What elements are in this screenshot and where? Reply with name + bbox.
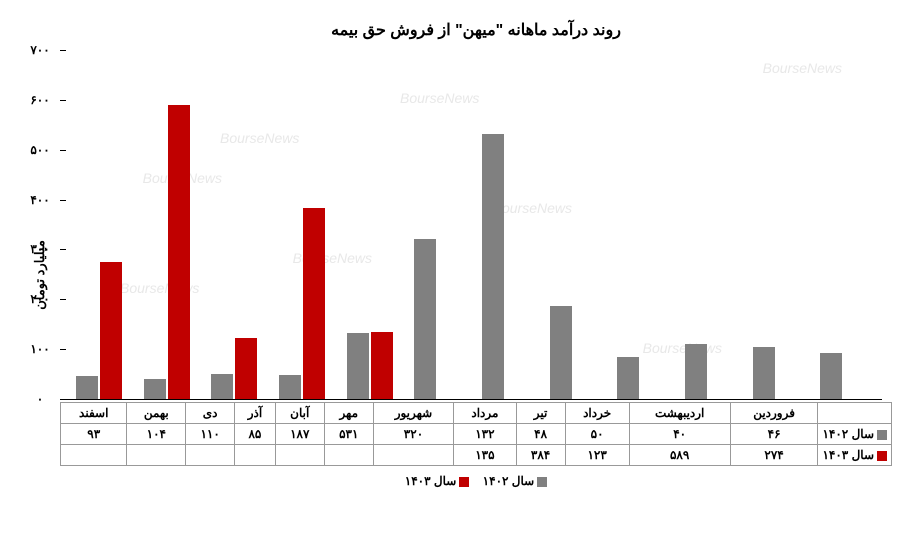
bar [168, 105, 190, 399]
bar [820, 353, 842, 399]
bars-area [60, 50, 882, 399]
table-cell: ۱۸۷ [275, 424, 324, 445]
bar-group [268, 50, 336, 399]
bar [617, 357, 639, 399]
table-header-cell: بهمن [127, 403, 186, 424]
table-cell [61, 445, 127, 466]
legend-swatch-1403 [459, 477, 469, 487]
chart-container: BourseNews BourseNews BourseNews BourseN… [0, 0, 922, 550]
table-cell [373, 445, 453, 466]
chart-title: روند درآمد ماهانه "میهن" از فروش حق بیمه [60, 20, 892, 40]
bar-group [133, 50, 201, 399]
table-cell: ۲۷۴ [730, 445, 818, 466]
table-row: سال ۱۴۰۳۲۷۴۵۸۹۱۲۳۳۸۴۱۳۵ [61, 445, 892, 466]
bar [144, 379, 166, 399]
table-cell [235, 445, 276, 466]
table-header-cell: دی [186, 403, 235, 424]
table-cell [186, 445, 235, 466]
table-cell: ۹۳ [61, 424, 127, 445]
y-axis: ۰۱۰۰۲۰۰۳۰۰۴۰۰۵۰۰۶۰۰۷۰۰ [20, 50, 60, 399]
bar-group [539, 50, 607, 399]
table-cell: ۵۳۱ [324, 424, 373, 445]
legend-swatch-1402 [877, 430, 887, 440]
bar-group [65, 50, 133, 399]
bar-group [200, 50, 268, 399]
legend-item-1402: سال ۱۴۰۲ [483, 474, 548, 488]
legend: سال ۱۴۰۲ سال ۱۴۰۳ [60, 474, 892, 488]
table-cell: ۵۸۹ [629, 445, 730, 466]
table-cell: ۱۲۳ [565, 445, 629, 466]
table-cell: ۴۸ [516, 424, 565, 445]
legend-label-1403: سال ۱۴۰۳ [405, 474, 457, 488]
y-tick: ۳۰۰ [20, 242, 60, 256]
table-cell: ۳۲۰ [373, 424, 453, 445]
table-row: سال ۱۴۰۲۴۶۴۰۵۰۴۸۱۳۲۳۲۰۵۳۱۱۸۷۸۵۱۱۰۱۰۴۹۳ [61, 424, 892, 445]
bar [685, 344, 707, 399]
bar [482, 134, 504, 399]
table-cell: ۱۱۰ [186, 424, 235, 445]
table-corner-cell [818, 403, 892, 424]
bar-group [403, 50, 471, 399]
table-cell: ۳۸۴ [516, 445, 565, 466]
table-row-label: سال ۱۴۰۳ [818, 445, 892, 466]
bar-group [606, 50, 674, 399]
bar-group [742, 50, 810, 399]
bar [235, 338, 257, 399]
table-header-cell: اردیبهشت [629, 403, 730, 424]
bar [753, 347, 775, 399]
bar [76, 376, 98, 399]
y-tick: ۲۰۰ [20, 292, 60, 306]
bar [347, 333, 369, 399]
table-header-cell: آذر [235, 403, 276, 424]
legend-swatch-1403 [877, 451, 887, 461]
table-row-label: سال ۱۴۰۲ [818, 424, 892, 445]
table-cell [127, 445, 186, 466]
table-header-cell: آبان [275, 403, 324, 424]
table-header-row: فروردیناردیبهشتخردادتیرمردادشهریورمهرآبا… [61, 403, 892, 424]
y-tick: ۵۰۰ [20, 143, 60, 157]
bar [303, 208, 325, 399]
bar [211, 374, 233, 399]
table-body: سال ۱۴۰۲۴۶۴۰۵۰۴۸۱۳۲۳۲۰۵۳۱۱۸۷۸۵۱۱۰۱۰۴۹۳سا… [61, 424, 892, 466]
bar [100, 262, 122, 399]
bar [371, 332, 393, 399]
table-cell: ۵۰ [565, 424, 629, 445]
legend-swatch-1402 [537, 477, 547, 487]
plot-area: ۰۱۰۰۲۰۰۳۰۰۴۰۰۵۰۰۶۰۰۷۰۰ [60, 50, 882, 400]
y-tick: ۶۰۰ [20, 93, 60, 107]
table-header-cell: فروردین [730, 403, 818, 424]
table-cell: ۱۰۴ [127, 424, 186, 445]
table-header-cell: تیر [516, 403, 565, 424]
bar [550, 306, 572, 399]
bar [279, 375, 301, 399]
table-header-cell: مهر [324, 403, 373, 424]
table-cell: ۴۶ [730, 424, 818, 445]
table-header-cell: اسفند [61, 403, 127, 424]
bar [414, 239, 436, 399]
table-header-cell: خرداد [565, 403, 629, 424]
table-header-cell: مرداد [454, 403, 516, 424]
table-cell [324, 445, 373, 466]
table-cell [275, 445, 324, 466]
y-tick: ۱۰۰ [20, 342, 60, 356]
table-cell: ۱۳۲ [454, 424, 516, 445]
legend-label-1402: سال ۱۴۰۲ [483, 474, 535, 488]
y-tick: ۰ [20, 392, 60, 406]
legend-item-1403: سال ۱۴۰۳ [405, 474, 470, 488]
y-tick: ۷۰۰ [20, 43, 60, 57]
table-header-cell: شهریور [373, 403, 453, 424]
table-cell: ۱۳۵ [454, 445, 516, 466]
data-table: فروردیناردیبهشتخردادتیرمردادشهریورمهرآبا… [60, 402, 892, 466]
bar-group [809, 50, 877, 399]
table-cell: ۸۵ [235, 424, 276, 445]
bar-group [336, 50, 404, 399]
table-cell: ۴۰ [629, 424, 730, 445]
bar-group [674, 50, 742, 399]
bar-group [471, 50, 539, 399]
y-tick: ۴۰۰ [20, 193, 60, 207]
